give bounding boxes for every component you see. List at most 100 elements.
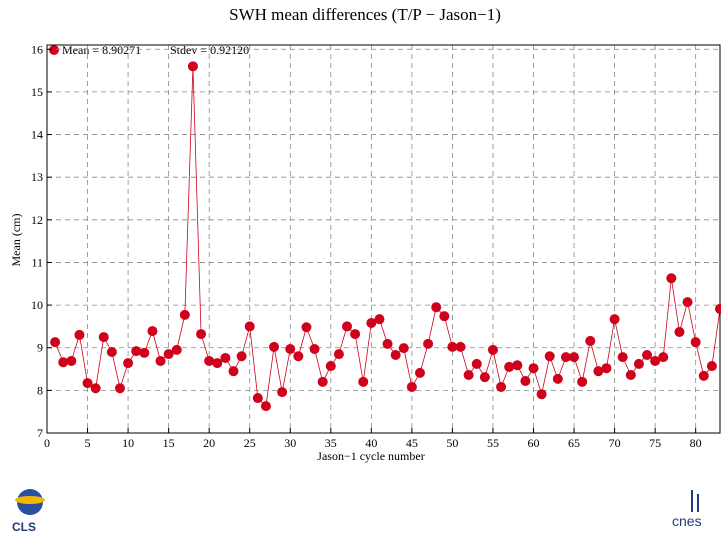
data-point (715, 303, 721, 314)
data-point (374, 314, 385, 325)
plot-frame (46, 44, 721, 434)
data-point (309, 344, 320, 355)
data-point (90, 383, 101, 394)
data-point (585, 335, 596, 346)
data-point (66, 355, 77, 366)
data-point (317, 376, 328, 387)
y-tick-label: 7 (37, 426, 43, 440)
data-point (212, 358, 223, 369)
data-point (528, 363, 539, 374)
x-tick-label: 60 (528, 436, 540, 450)
data-point (179, 309, 190, 320)
cls-logo: CLS (12, 489, 45, 534)
data-point (496, 381, 507, 392)
data-point (74, 329, 85, 340)
data-point (163, 349, 174, 360)
y-tick-label: 13 (31, 170, 43, 184)
data-point (406, 381, 417, 392)
x-tick-label: 50 (446, 436, 458, 450)
y-tick-label: 16 (31, 42, 43, 56)
data-point (382, 338, 393, 349)
data-point (455, 341, 466, 352)
y-tick-label: 12 (31, 213, 43, 227)
legend-dot (49, 45, 59, 55)
data-point (236, 351, 247, 362)
data-point (171, 344, 182, 355)
data-point (58, 357, 69, 368)
data-point (447, 341, 458, 352)
data-point (293, 351, 304, 362)
x-tick-label: 20 (203, 436, 215, 450)
data-point (350, 329, 361, 340)
y-tick-label: 14 (31, 128, 43, 142)
data-point (301, 322, 312, 333)
data-point (431, 302, 442, 313)
data-point (390, 349, 401, 360)
data-point (479, 372, 490, 383)
data-point (504, 361, 515, 372)
logo-text: CLS (12, 520, 36, 534)
data-point (552, 373, 563, 384)
cnes-logo: cnes (672, 490, 702, 529)
data-point (650, 355, 661, 366)
data-point (358, 376, 369, 387)
data-point (609, 314, 620, 325)
data-point (139, 347, 150, 358)
data-point (682, 297, 693, 308)
data-point (114, 383, 125, 394)
data-point (577, 376, 588, 387)
x-tick-label: 0 (44, 436, 50, 450)
data-point (269, 341, 280, 352)
logo-text: cnes (672, 513, 702, 529)
x-tick-label: 5 (85, 436, 91, 450)
y-axis-label: Mean (cm) (9, 214, 23, 267)
data-point (439, 311, 450, 322)
data-point (487, 344, 498, 355)
data-point (414, 367, 425, 378)
data-point (536, 389, 547, 400)
data-point (131, 346, 142, 357)
data-point (123, 358, 134, 369)
data-point (666, 273, 677, 284)
data-point (601, 363, 612, 374)
x-tick-label: 35 (325, 436, 337, 450)
data-point (423, 338, 434, 349)
x-tick-label: 10 (122, 436, 134, 450)
x-axis-label: Jason−1 cycle number (317, 449, 424, 463)
data-point (196, 329, 207, 340)
data-point (560, 352, 571, 363)
data-point (633, 358, 644, 369)
x-tick-label: 30 (284, 436, 296, 450)
data-point (147, 326, 158, 337)
data-point (325, 361, 336, 372)
data-point (220, 352, 231, 363)
data-point (342, 321, 353, 332)
data-point (642, 349, 653, 360)
data-point (50, 337, 61, 348)
x-tick-label: 15 (163, 436, 175, 450)
data-point (698, 370, 709, 381)
x-tick-label: 40 (365, 436, 377, 450)
annotation: Mean = 8.90271 (62, 43, 141, 57)
data-point (187, 61, 198, 72)
data-point (706, 361, 717, 372)
x-tick-label: 75 (649, 436, 661, 450)
data-point (277, 387, 288, 398)
data-point (228, 366, 239, 377)
chart-title: SWH mean differences (T/P − Jason−1) (229, 5, 501, 24)
data-point (512, 360, 523, 371)
data-point (398, 343, 409, 354)
data-point (690, 337, 701, 348)
data-point (82, 378, 93, 389)
data-point (204, 355, 215, 366)
y-tick-label: 8 (37, 383, 43, 397)
data-point (366, 317, 377, 328)
data-point (244, 321, 255, 332)
x-tick-label: 80 (690, 436, 702, 450)
data-point (252, 393, 263, 404)
data-point (471, 358, 482, 369)
data-point (569, 352, 580, 363)
data-point (98, 332, 109, 343)
x-tick-label: 55 (487, 436, 499, 450)
y-tick-label: 15 (31, 85, 43, 99)
